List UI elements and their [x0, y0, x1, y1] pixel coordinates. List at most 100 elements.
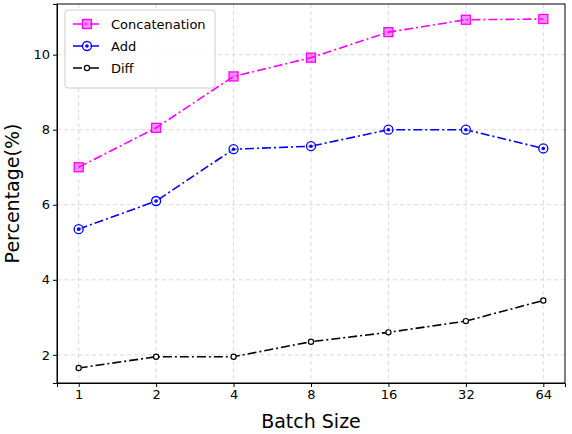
plot-area: 1248163264246810ConcatenationAddDiff	[33, 4, 565, 402]
marker-shape	[76, 365, 81, 370]
tick-label: 6	[42, 197, 50, 212]
marker	[229, 145, 238, 154]
marker-shape	[464, 128, 468, 132]
legend-label: Diff	[111, 61, 135, 76]
grid-line	[543, 4, 544, 383]
axis-line	[53, 5, 58, 384]
marker-shape	[541, 298, 546, 303]
marker	[308, 339, 313, 344]
marker	[83, 20, 92, 29]
marker-shape	[539, 144, 548, 153]
marker-shape	[461, 125, 470, 134]
tick-label: 4	[230, 387, 238, 402]
series-line	[79, 300, 544, 368]
tick-label: 10	[33, 47, 50, 62]
marker-shape	[232, 147, 236, 151]
tick: 6	[42, 197, 57, 212]
tick-label: 1	[75, 387, 83, 402]
tick-label: 4	[42, 272, 50, 287]
marker	[463, 318, 468, 323]
legend-item: Add	[73, 39, 136, 54]
tick: 8	[307, 383, 315, 402]
marker-shape	[307, 53, 316, 62]
tick-mark	[53, 205, 57, 206]
series-line	[79, 130, 544, 229]
grid-line	[233, 4, 234, 383]
y-axis-title: Percentage(%)	[1, 124, 23, 264]
tick-mark	[53, 280, 57, 281]
y-axis: 2 4 6 8 10	[33, 5, 57, 384]
marker	[539, 15, 548, 24]
tick-label: 2	[42, 348, 50, 363]
marker-shape	[461, 15, 470, 24]
tick-mark	[53, 130, 57, 131]
legend-label: Add	[111, 39, 136, 54]
marker	[76, 365, 81, 370]
tick: 10	[33, 47, 57, 62]
marker	[84, 65, 89, 70]
marker-shape	[83, 20, 92, 29]
marker-shape	[229, 145, 238, 154]
marker	[152, 197, 161, 206]
marker	[384, 28, 393, 37]
marker	[307, 53, 316, 62]
marker	[307, 142, 316, 151]
marker	[539, 144, 548, 153]
legend: Concatenation Add Diff	[65, 10, 215, 88]
grid-line	[57, 204, 565, 205]
marker	[231, 354, 236, 359]
marker-shape	[154, 354, 159, 359]
tick: 16	[381, 383, 398, 402]
marker	[74, 225, 83, 234]
marker-shape	[386, 330, 391, 335]
marker-shape	[74, 225, 83, 234]
tick: 4	[230, 383, 238, 402]
marker-shape	[463, 318, 468, 323]
marker	[541, 298, 546, 303]
marker-shape	[384, 125, 393, 134]
marker-shape	[542, 147, 546, 151]
marker	[83, 42, 92, 51]
marker-shape	[152, 197, 161, 206]
legend-item: Diff	[73, 61, 135, 76]
marker	[154, 354, 159, 359]
grid	[57, 4, 565, 383]
tick-mark	[53, 55, 57, 56]
marker-shape	[154, 199, 158, 203]
legend-item: Concatenation	[73, 17, 206, 32]
tick: 4	[42, 272, 57, 287]
marker-shape	[387, 128, 391, 132]
marker-shape	[83, 42, 92, 51]
x-axis-title: Batch Size	[261, 410, 361, 432]
marker-shape	[74, 163, 83, 172]
tick: 2	[42, 348, 57, 363]
tick: 1	[75, 383, 83, 402]
marker	[461, 15, 470, 24]
tick: 64	[536, 383, 553, 402]
marker-shape	[307, 142, 316, 151]
tick-label: 8	[307, 387, 315, 402]
chart: 1248163264246810ConcatenationAddDiffBatc…	[0, 0, 572, 434]
grid-line	[388, 4, 389, 383]
grid-line	[465, 4, 466, 383]
marker-shape	[309, 144, 313, 148]
tick-label: 64	[536, 387, 553, 402]
marker	[152, 123, 161, 132]
tick-label: 16	[381, 387, 398, 402]
tick-label: 8	[42, 122, 50, 137]
marker-shape	[85, 44, 89, 48]
marker	[74, 163, 83, 172]
tick-mark	[53, 355, 57, 356]
marker-shape	[84, 65, 89, 70]
marker	[386, 330, 391, 335]
marker-shape	[231, 354, 236, 359]
marker-shape	[539, 15, 548, 24]
marker-shape	[152, 123, 161, 132]
tick: 8	[42, 122, 57, 137]
plot-frame	[57, 4, 565, 383]
marker-shape	[77, 227, 81, 231]
x-axis: 1248163264	[58, 383, 566, 402]
marker	[384, 125, 393, 134]
legend-box	[65, 10, 215, 88]
tick-label: 32	[458, 387, 475, 402]
